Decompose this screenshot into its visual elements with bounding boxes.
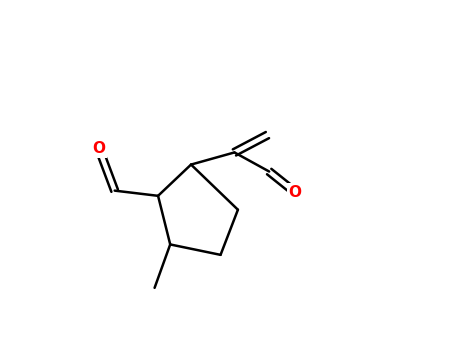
Text: O: O — [92, 141, 106, 156]
Text: O: O — [289, 185, 302, 200]
